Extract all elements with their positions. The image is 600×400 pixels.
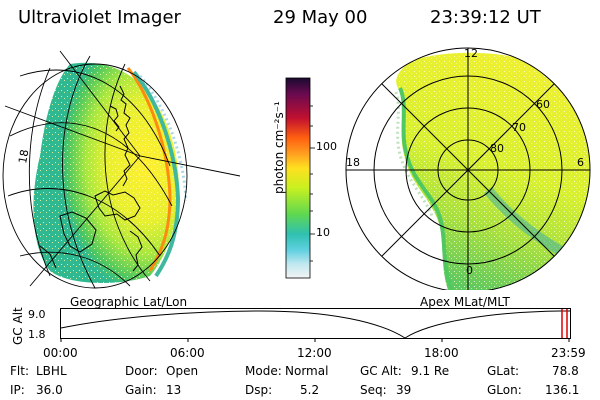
- timeline-ytick-bottom: 1.8: [28, 328, 46, 341]
- door-value: Open: [166, 364, 199, 378]
- svg-text:18: 18: [16, 148, 31, 164]
- colorbar-unit-label: photon cm⁻²s⁻¹: [272, 101, 286, 194]
- gc-alt-value: 9.1 Re: [411, 364, 450, 378]
- colorbar-tick-100: 100: [316, 140, 337, 153]
- right-panel-caption: Apex MLat/MLT: [420, 295, 510, 309]
- gc-alt-label: GC Alt:: [360, 364, 402, 378]
- timeline-xtick-2: 12:00: [297, 346, 332, 360]
- glat-label: GLat:: [487, 364, 520, 378]
- glon-value: 136.1: [545, 383, 580, 397]
- mlat-label-80: 80: [490, 142, 504, 155]
- door-label: Door:: [125, 364, 158, 378]
- filter-label: Flt:: [10, 364, 29, 378]
- colorbar-tick-10: 10: [316, 226, 330, 239]
- gain-label: Gain:: [125, 383, 157, 397]
- seq-value: 39: [396, 383, 412, 397]
- intensity-colorbar: [285, 77, 315, 279]
- timeline-ytick-top: 9.0: [28, 308, 46, 321]
- mlt-label-dawn: 6: [577, 156, 584, 169]
- mlat-label-70: 70: [512, 121, 526, 134]
- instrument-title: Ultraviolet Imager: [18, 7, 181, 28]
- image-time: 23:39:12 UT: [430, 7, 541, 28]
- dsp-value: 5.2: [300, 383, 320, 397]
- glat-value: 78.8: [552, 364, 579, 378]
- altitude-timeline-plot: [60, 308, 571, 342]
- glon-label: GLon:: [487, 383, 522, 397]
- seq-label: Seq:: [360, 383, 387, 397]
- left-panel-caption: Geographic Lat/Lon: [70, 295, 188, 309]
- filter-value: LBHL: [36, 364, 67, 378]
- mode-label: Mode:: [245, 364, 282, 378]
- apex-polar-image: [345, 47, 591, 290]
- timeline-ylabel: GC Alt: [11, 307, 25, 345]
- mode-value: Normal: [285, 364, 329, 378]
- timeline-xtick-1: 06:00: [170, 346, 205, 360]
- dsp-label: Dsp:: [245, 383, 273, 397]
- ip-label: IP:: [10, 383, 25, 397]
- image-date: 29 May 00: [273, 7, 368, 28]
- gain-value: 13: [166, 383, 182, 397]
- geographic-globe-image: 18: [2, 50, 241, 289]
- timeline-xtick-3: 18:00: [424, 346, 459, 360]
- timeline-xtick-4: 23:59: [551, 346, 586, 360]
- mlt-label-dusk: 18: [346, 156, 360, 169]
- ip-value: 36.0: [36, 383, 63, 397]
- timeline-xtick-0: 00:00: [43, 346, 78, 360]
- mlt-label-midnight: 0: [466, 264, 473, 277]
- mlt-label-noon: 12: [464, 47, 478, 60]
- mlat-label-60: 60: [536, 98, 550, 111]
